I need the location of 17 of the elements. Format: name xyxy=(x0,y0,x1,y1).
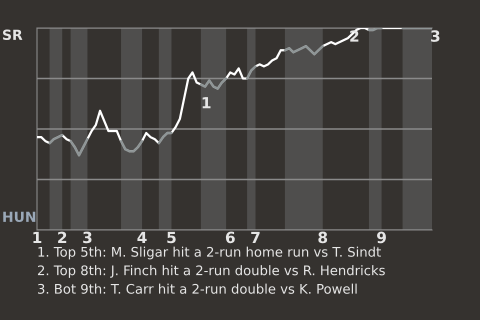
annotation: 1 xyxy=(202,97,211,108)
annotation: 3 xyxy=(431,30,440,42)
x-tick-label: 3 xyxy=(83,232,92,244)
text: 1. Top 5th: M. Sligar hit a 2-run home run vs T. Sindt xyxy=(38,246,381,260)
text: 2. Top 8th: J. Finch hit a 2-run double vs R. Hendricks xyxy=(38,265,385,278)
x-tick-label: 4 xyxy=(137,232,147,243)
annotation: 2 xyxy=(350,30,358,42)
x-tick-label: 6 xyxy=(226,232,235,244)
text: HUN xyxy=(3,212,36,222)
x-tick-label: 7 xyxy=(251,232,260,243)
text: 3. Bot 9th: T. Carr hit a 2-run double vs K. Powell xyxy=(38,284,357,294)
text: SR xyxy=(2,30,22,40)
x-tick-label: 1 xyxy=(33,232,42,243)
x-tick-label: 9 xyxy=(377,232,386,244)
x-tick-label: 5 xyxy=(167,232,176,244)
x-tick-label: 8 xyxy=(318,232,328,244)
x-tick-label: 2 xyxy=(58,232,66,243)
